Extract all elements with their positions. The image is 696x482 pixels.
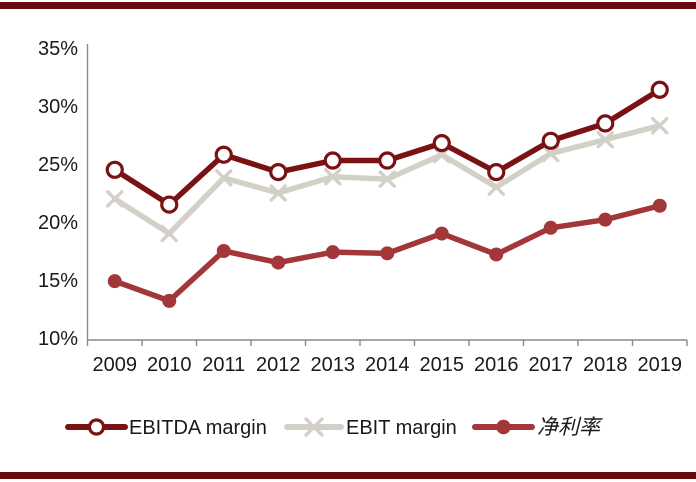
legend-item-ebit-margin: EBIT margin xyxy=(284,417,457,439)
open-circle-marker-icon xyxy=(487,163,506,182)
legend-item-net-profit-rate: 净利率 xyxy=(472,415,603,439)
filled-circle-marker-icon xyxy=(380,246,395,261)
filled-circle-marker-icon xyxy=(489,247,504,262)
open-circle-marker-icon xyxy=(87,418,106,436)
open-circle-marker-icon xyxy=(214,145,233,164)
filled-circle-marker-icon xyxy=(107,274,122,289)
x-cross-marker-icon xyxy=(542,144,560,163)
x-axis-tick-label: 2011 xyxy=(202,354,245,376)
filled-circle-marker-icon xyxy=(162,293,177,308)
legend-label-ebit-margin: EBIT margin xyxy=(346,417,457,439)
y-axis-tick-label: 25% xyxy=(38,154,78,176)
filled-circle-marker-icon xyxy=(434,226,449,241)
x-axis-tick-label: 2017 xyxy=(529,354,574,376)
top-accent-bar xyxy=(0,2,696,9)
x-cross-marker-icon xyxy=(304,417,324,437)
x-axis-tick-label: 2012 xyxy=(256,354,301,376)
plot-area: 35% 30% 25% 20% 15% 10% 2009 2010 2011 2012 2013 20… xyxy=(38,38,688,376)
x-axis-tick-label: 2014 xyxy=(365,354,410,376)
x-axis-tick-label: 2013 xyxy=(311,354,356,376)
legend-label-net-profit-rate: 净利率 xyxy=(537,415,603,439)
x-axis-tick-label: 2010 xyxy=(147,354,192,376)
x-axis-tick-label: 2009 xyxy=(93,354,138,376)
legend-label-ebitda-margin: EBITDA margin xyxy=(129,417,267,439)
filled-circle-marker-icon xyxy=(216,244,231,258)
filled-circle-marker-icon xyxy=(271,255,286,270)
open-circle-marker-icon xyxy=(105,160,124,179)
filled-circle-marker-icon xyxy=(496,419,511,435)
legend-item-ebitda-margin: EBITDA margin xyxy=(65,417,267,439)
y-axis-tick-label: 35% xyxy=(38,38,78,60)
filled-circle-marker-icon xyxy=(543,220,558,235)
x-cross-marker-icon xyxy=(651,117,669,135)
open-circle-marker-icon xyxy=(432,134,451,153)
open-circle-marker-icon xyxy=(596,114,615,133)
x-cross-marker-icon xyxy=(596,130,614,149)
x-axis-tick-label: 2016 xyxy=(474,354,519,376)
chart-legend: EBITDA margin EBIT margin 净利率 xyxy=(65,415,603,439)
x-cross-marker-icon xyxy=(160,224,178,243)
filled-circle-marker-icon xyxy=(325,245,340,260)
y-axis-tick-label: 20% xyxy=(38,212,78,234)
filled-circle-marker-icon xyxy=(652,198,667,213)
open-circle-marker-icon xyxy=(541,131,560,150)
x-axis-tick-label: 2015 xyxy=(420,354,465,376)
filled-circle-marker-icon xyxy=(598,212,613,227)
x-cross-marker-icon xyxy=(106,190,124,208)
x-axis-tick-label: 2019 xyxy=(638,354,683,376)
y-axis-tick-label: 10% xyxy=(38,328,78,350)
x-cross-marker-icon xyxy=(378,170,396,188)
x-cross-marker-icon xyxy=(324,168,342,186)
open-circle-marker-icon xyxy=(160,195,179,214)
x-cross-marker-icon xyxy=(487,178,505,196)
open-circle-marker-icon xyxy=(650,80,669,99)
y-axis-tick-label: 30% xyxy=(38,96,78,118)
x-axis-tick-label: 2018 xyxy=(583,354,628,376)
open-circle-marker-icon xyxy=(323,151,342,170)
y-axis-tick-label: 15% xyxy=(38,270,78,292)
bottom-accent-bar xyxy=(0,472,696,479)
x-cross-marker-icon xyxy=(269,184,287,202)
x-cross-marker-icon xyxy=(215,169,233,187)
open-circle-marker-icon xyxy=(269,163,288,182)
open-circle-marker-icon xyxy=(378,151,397,170)
